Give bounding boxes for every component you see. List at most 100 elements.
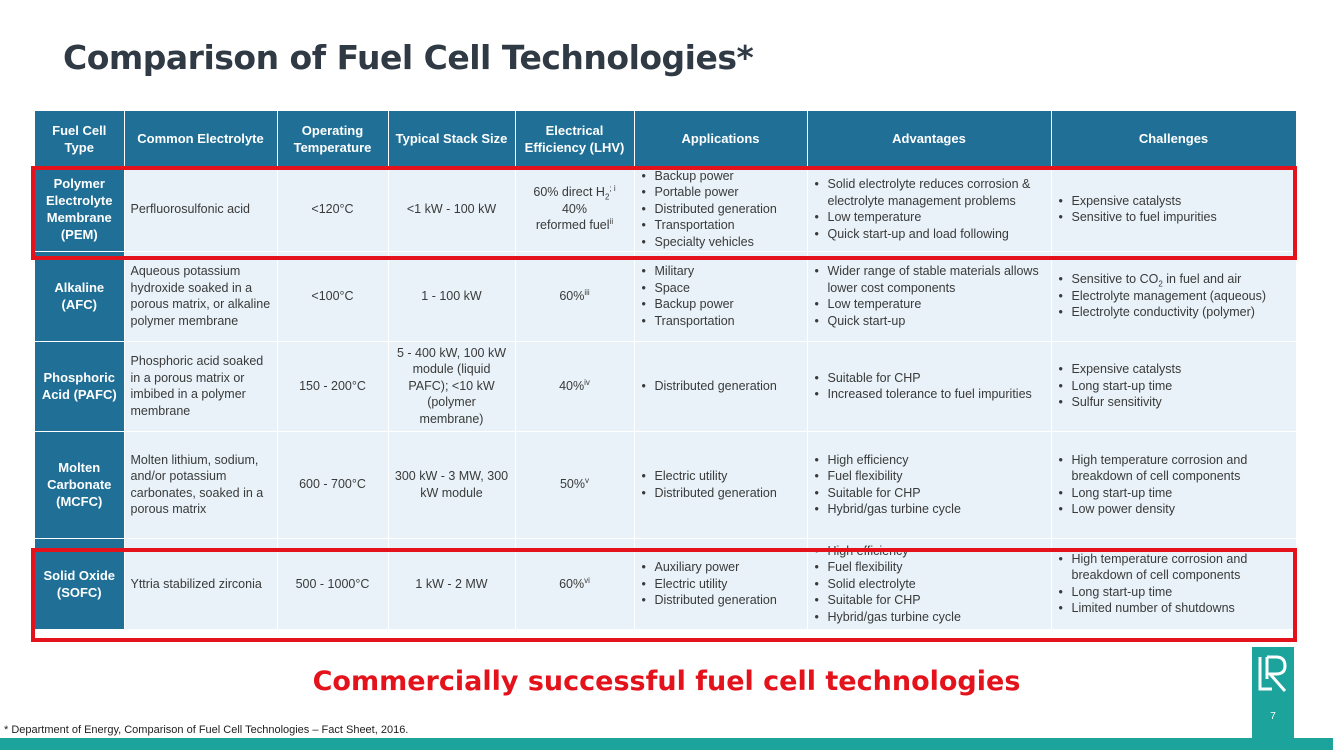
- table-row: Alkaline (AFC) Aqueous potassium hydroxi…: [35, 250, 1297, 341]
- list-item: Suitable for CHP: [814, 485, 1045, 502]
- advantages-cell: High efficiency Fuel flexibility Suitabl…: [807, 430, 1052, 538]
- challenges-cell: Sensitive to CO2 in fuel and air Electro…: [1051, 250, 1297, 341]
- list-item: Fuel flexibility: [814, 559, 1045, 576]
- efficiency-line: 60% direct H: [533, 185, 605, 200]
- temperature-cell: 500 - 1000°C: [277, 537, 389, 629]
- list-item: Limited number of shutdowns: [1058, 600, 1290, 617]
- efficiency-cell: 40%iv: [515, 340, 635, 431]
- list-item: Sensitive to CO2 in fuel and air: [1058, 271, 1290, 288]
- fuel-cell-type: Molten Carbonate (MCFC): [35, 430, 125, 538]
- list-item: Hybrid/gas turbine cycle: [814, 501, 1045, 518]
- list-item: High temperature corrosion and breakdown…: [1058, 551, 1290, 584]
- list-item: Long start-up time: [1058, 378, 1290, 395]
- list-item: Electrolyte conductivity (polymer): [1058, 304, 1290, 321]
- list-item: Long start-up time: [1058, 485, 1290, 502]
- list-item: Portable power: [641, 184, 801, 201]
- list-item: Solid electrolyte reduces corrosion & el…: [814, 176, 1045, 209]
- fuel-cell-comparison-table: Fuel Cell Type Common Electrolyte Operat…: [35, 111, 1297, 629]
- list-item: Sulfur sensitivity: [1058, 394, 1290, 411]
- list-item: Solid electrolyte: [814, 576, 1045, 593]
- page-number: 7: [1270, 711, 1276, 722]
- challenges-cell: High temperature corrosion and breakdown…: [1051, 537, 1297, 629]
- list-item: Long start-up time: [1058, 584, 1290, 601]
- list-item: Suitable for CHP: [814, 370, 1045, 387]
- lr-logo-icon: [1258, 655, 1287, 692]
- list-item: Electric utility: [641, 468, 801, 485]
- efficiency-line: reformed fuel: [535, 218, 610, 233]
- list-item: Military: [641, 263, 801, 280]
- list-item: Transportation: [641, 217, 801, 234]
- list-item: Specialty vehicles: [641, 234, 801, 251]
- list-item: Distributed generation: [641, 201, 801, 218]
- temperature-cell: 150 - 200°C: [277, 340, 389, 431]
- stack-size-cell: 1 kW - 2 MW: [388, 537, 516, 629]
- efficiency-cell: 60% direct H2; i 40% reformed fuelii: [515, 166, 635, 251]
- header-cell: Operating Temperature: [277, 111, 389, 167]
- efficiency-value: 50%: [559, 477, 586, 492]
- applications-cell: Backup power Portable power Distributed …: [634, 166, 808, 251]
- temperature-cell: 600 - 700°C: [277, 430, 389, 538]
- header-cell: Advantages: [807, 111, 1052, 167]
- header-cell: Fuel Cell Type: [35, 111, 125, 167]
- electrolyte-cell: Yttria stabilized zirconia: [124, 537, 278, 629]
- table-row: Polymer Electrolyte Membrane (PEM) Perfl…: [35, 166, 1297, 251]
- list-item: Quick start-up: [814, 313, 1045, 330]
- footnote-ref: ii: [609, 217, 614, 227]
- applications-cell: Auxiliary power Electric utility Distrib…: [634, 537, 808, 629]
- highlight-caption: Commercially successful fuel cell techno…: [312, 666, 1021, 697]
- stack-size-cell: <1 kW - 100 kW: [388, 166, 516, 251]
- list-item: Distributed generation: [641, 592, 801, 609]
- list-item-text: in fuel and air: [1162, 272, 1242, 287]
- subscript: 2: [1158, 279, 1163, 289]
- footnote-ref: ; i: [609, 184, 616, 194]
- list-item: Backup power: [641, 168, 801, 184]
- header-cell: Typical Stack Size: [388, 111, 516, 167]
- list-item: Backup power: [641, 296, 801, 313]
- advantages-cell: High efficiency Fuel flexibility Solid e…: [807, 537, 1052, 629]
- table-row: Molten Carbonate (MCFC) Molten lithium, …: [35, 430, 1297, 538]
- list-item: Electric utility: [641, 576, 801, 593]
- advantages-cell: Suitable for CHP Increased tolerance to …: [807, 340, 1052, 431]
- list-item: Hybrid/gas turbine cycle: [814, 609, 1045, 626]
- applications-cell: Distributed generation: [634, 340, 808, 431]
- footnote-ref: iv: [584, 377, 590, 387]
- table-header-row: Fuel Cell Type Common Electrolyte Operat…: [35, 111, 1297, 167]
- efficiency-value: 40%: [559, 378, 585, 393]
- electrolyte-cell: Aqueous potassium hydroxide soaked in a …: [124, 250, 278, 341]
- footnote-ref: v: [585, 476, 590, 486]
- applications-cell: Military Space Backup power Transportati…: [634, 250, 808, 341]
- challenges-cell: Expensive catalysts Long start-up time S…: [1051, 340, 1297, 431]
- list-item: Auxiliary power: [641, 559, 801, 576]
- list-item: High efficiency: [814, 452, 1045, 469]
- list-item: Quick start-up and load following: [814, 226, 1045, 243]
- challenges-cell: Expensive catalysts Sensitive to fuel im…: [1051, 166, 1297, 251]
- electrolyte-cell: Phosphoric acid soaked in a porous matri…: [124, 340, 278, 431]
- header-cell: Challenges: [1051, 111, 1297, 167]
- list-item: High efficiency: [814, 543, 1045, 560]
- table-row: Solid Oxide (SOFC) Yttria stabilized zir…: [35, 537, 1297, 629]
- footnote-ref: vi: [584, 575, 590, 585]
- fuel-cell-type: Alkaline (AFC): [35, 250, 125, 341]
- header-cell: Electrical Efficiency (LHV): [515, 111, 635, 167]
- stack-size-cell: 300 kW - 3 MW, 300 kW module: [388, 430, 516, 538]
- efficiency-cell: 60%iii: [515, 250, 635, 341]
- bottom-accent-bar: [0, 738, 1333, 750]
- list-item: Low power density: [1058, 501, 1290, 518]
- list-item: Expensive catalysts: [1058, 193, 1290, 210]
- temperature-cell: <100°C: [277, 250, 389, 341]
- list-item: Distributed generation: [641, 378, 801, 395]
- advantages-cell: Solid electrolyte reduces corrosion & el…: [807, 166, 1052, 251]
- subscript: 2: [604, 192, 610, 202]
- footnote-ref: iii: [584, 287, 590, 297]
- list-item: Low temperature: [814, 296, 1045, 313]
- stack-size-cell: 5 - 400 kW, 100 kW module (liquid PAFC);…: [388, 340, 516, 431]
- list-item: Distributed generation: [641, 485, 801, 502]
- list-item: Low temperature: [814, 209, 1045, 226]
- list-item-text: Sensitive to CO: [1071, 272, 1159, 287]
- list-item: Suitable for CHP: [814, 592, 1045, 609]
- list-item: Space: [641, 280, 801, 297]
- list-item: Expensive catalysts: [1058, 361, 1290, 378]
- list-item: Wider range of stable materials allows l…: [814, 263, 1045, 296]
- header-cell: Applications: [634, 111, 808, 167]
- header-cell: Common Electrolyte: [124, 111, 278, 167]
